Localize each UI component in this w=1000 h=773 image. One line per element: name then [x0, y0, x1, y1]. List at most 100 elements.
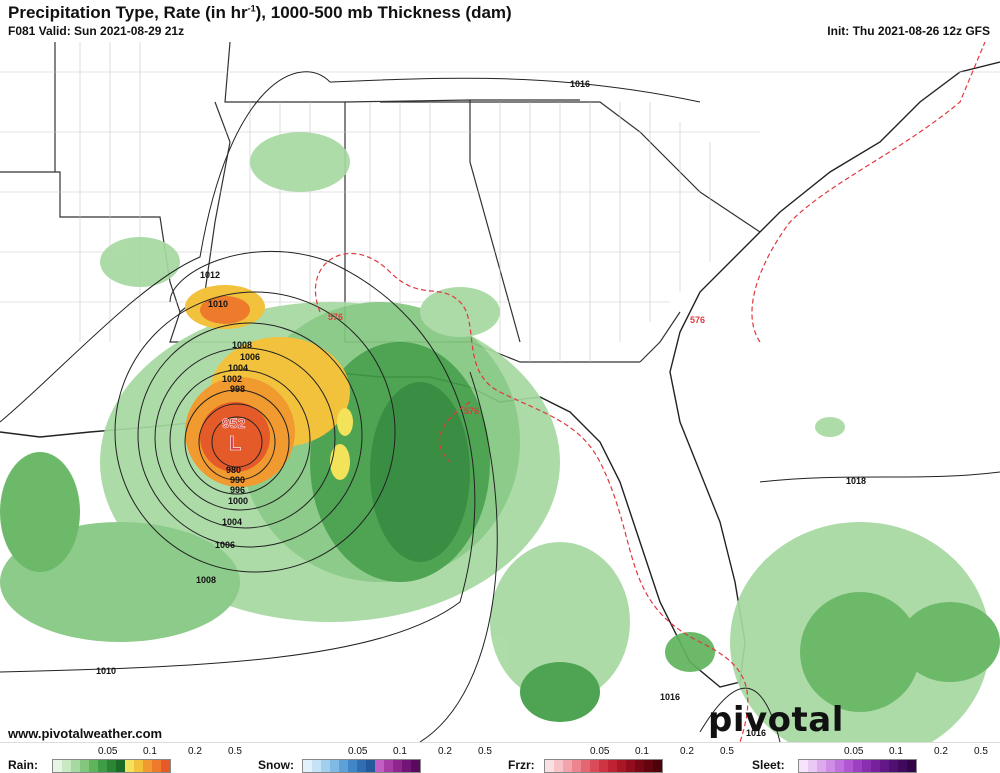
- tick-label: 0.5: [974, 746, 988, 757]
- isobar-label: 1006: [240, 352, 260, 362]
- low-pressure-letter: L: [229, 433, 241, 455]
- map-title: Precipitation Type, Rate (in hr-1), 1000…: [8, 3, 512, 23]
- legend-snow-colorbar: [302, 759, 421, 773]
- tick-label: 0.05: [98, 746, 118, 757]
- legend-swatch: [898, 760, 907, 772]
- legend-swatch: [71, 760, 80, 772]
- isobar-label: 1004: [222, 517, 242, 527]
- isobar-label: 1000: [228, 496, 248, 506]
- isobar-label: 998: [230, 384, 245, 394]
- tick-label: 0.05: [844, 746, 864, 757]
- legend-frzr: Frzr: 0.05 0.1 0.2 0.5: [508, 746, 748, 773]
- legend-swatch: [143, 760, 152, 772]
- legend-sleet-colorbar: [798, 759, 917, 773]
- legend-swatch: [321, 760, 330, 772]
- tick-label: 0.1: [889, 746, 903, 757]
- legend-rain-label: Rain:: [8, 758, 38, 772]
- legend-swatch: [572, 760, 581, 772]
- isobar-label: 990: [230, 475, 245, 485]
- legend-swatch: [799, 760, 808, 772]
- weather-map[interactable]: 1016 1012 1010 1008 1006 1004 1002 998 9…: [0, 42, 1000, 742]
- tick-label: 0.2: [188, 746, 202, 757]
- thickness-576-line: [314, 42, 986, 742]
- tick-label: 0.1: [635, 746, 649, 757]
- legend-swatch: [554, 760, 563, 772]
- legend-swatch: [871, 760, 880, 772]
- init-time: Init: Thu 2021-08-26 12z GFS: [827, 24, 990, 38]
- isobar-label: 1008: [196, 575, 216, 585]
- legend-swatch: [590, 760, 599, 772]
- legend-swatch: [366, 760, 375, 772]
- legend-swatch: [402, 760, 411, 772]
- thickness-labels: 576 576 576 576: [328, 312, 705, 416]
- thickness-label: 576: [464, 406, 479, 416]
- legend-swatch: [303, 760, 312, 772]
- legend-swatch: [826, 760, 835, 772]
- title-main: Precipitation Type, Rate (in hr: [8, 3, 248, 22]
- legend-swatch: [411, 760, 420, 772]
- legend-swatch: [880, 760, 889, 772]
- tick-label: 0.05: [348, 746, 368, 757]
- legend-swatch: [889, 760, 898, 772]
- legend-swatch: [384, 760, 393, 772]
- legend-swatch: [581, 760, 590, 772]
- pivotal-weather-logo: pivotal weather: [708, 700, 869, 742]
- heavy-rain-core: [185, 285, 353, 487]
- isobar-label: 1016: [660, 692, 680, 702]
- legend-frzr-label: Frzr:: [508, 758, 535, 772]
- legend-swatch: [107, 760, 116, 772]
- tick-label: 0.2: [680, 746, 694, 757]
- tick-label: 0.1: [393, 746, 407, 757]
- isobar-label: 1010: [96, 666, 116, 676]
- legend-sleet: Sleet: 0.05 0.1 0.2 0.5: [752, 746, 992, 773]
- legend-swatch: [134, 760, 143, 772]
- title-superscript: -1: [247, 3, 256, 14]
- isobar-label: 1018: [846, 476, 866, 486]
- isobar-label: 1002: [222, 374, 242, 384]
- legend-swatch: [125, 760, 134, 772]
- legend-snow-label: Snow:: [258, 758, 294, 772]
- legend-swatch: [653, 760, 662, 772]
- isobar-label: 1004: [228, 363, 248, 373]
- legend-swatch: [817, 760, 826, 772]
- legend-frzr-colorbar: [544, 759, 663, 773]
- legend-swatch: [89, 760, 98, 772]
- title-tail: ), 1000-500 mb Thickness (dam): [255, 3, 512, 22]
- valid-time: F081 Valid: Sun 2021-08-29 21z: [8, 24, 185, 38]
- legend-swatch: [617, 760, 626, 772]
- legend-swatch: [348, 760, 357, 772]
- legend-swatch: [626, 760, 635, 772]
- legend-swatch: [152, 760, 161, 772]
- precip-legend: Rain: 0.05 0.1 0.2 0.5 Snow: 0.05 0.1 0.…: [0, 742, 1000, 773]
- legend-swatch: [545, 760, 554, 772]
- county-grid: [0, 42, 1000, 362]
- legend-swatch: [635, 760, 644, 772]
- legend-swatch: [53, 760, 62, 772]
- legend-swatch: [62, 760, 71, 772]
- legend-swatch: [862, 760, 871, 772]
- legend-swatch: [98, 760, 107, 772]
- legend-swatch: [907, 760, 916, 772]
- isobars: [0, 71, 1000, 742]
- low-pressure-value: 952: [222, 415, 246, 431]
- site-url[interactable]: www.pivotalweather.com: [8, 726, 163, 741]
- legend-swatch: [835, 760, 844, 772]
- legend-rain-colorbar: [52, 759, 171, 773]
- tick-label: 0.2: [934, 746, 948, 757]
- thickness-label: 576: [690, 315, 705, 325]
- tick-label: 0.1: [143, 746, 157, 757]
- isobar-label: 996: [230, 485, 245, 495]
- tick-label: 0.05: [590, 746, 610, 757]
- map-canvas: 1016 1012 1010 1008 1006 1004 1002 998 9…: [0, 42, 1000, 742]
- legend-swatch: [808, 760, 817, 772]
- legend-sleet-label: Sleet:: [752, 758, 785, 772]
- legend-swatch: [357, 760, 366, 772]
- header: Precipitation Type, Rate (in hr-1), 1000…: [0, 0, 1000, 42]
- legend-swatch: [853, 760, 862, 772]
- tick-label: 0.5: [228, 746, 242, 757]
- low-pressure-marker-icon[interactable]: 952 L: [222, 415, 246, 456]
- legend-rain: Rain: 0.05 0.1 0.2 0.5: [8, 746, 248, 773]
- tick-label: 0.2: [438, 746, 452, 757]
- legend-swatch: [80, 760, 89, 772]
- legend-swatch: [599, 760, 608, 772]
